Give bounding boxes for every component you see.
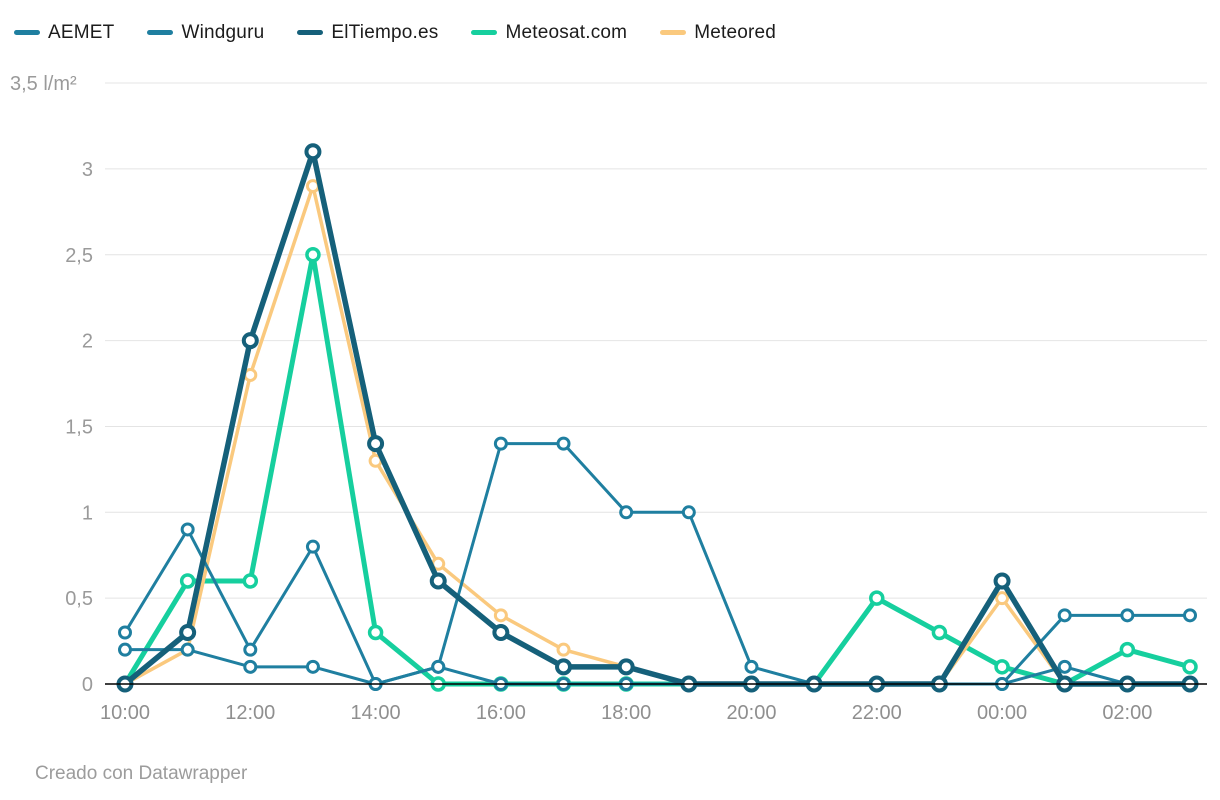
data-point-marker: [556, 436, 571, 451]
y-tick-label: 1: [82, 502, 93, 524]
data-point-marker: [492, 623, 510, 641]
legend-swatch-meteored: [660, 29, 687, 35]
data-point-marker: [1182, 659, 1198, 675]
x-tick-label: 18:00: [601, 702, 651, 724]
data-point-marker: [367, 624, 384, 641]
series-eltiempo-es: [116, 143, 1199, 693]
series-group: [116, 143, 1199, 693]
legend-item-aemet: AEMET: [14, 23, 114, 42]
data-point-marker: [619, 505, 634, 520]
data-point-marker: [1057, 659, 1072, 674]
legend-item-eltiempo: ElTiempo.es: [297, 23, 438, 42]
data-point-marker: [931, 624, 948, 641]
data-point-marker: [243, 642, 258, 657]
data-point-marker: [180, 522, 195, 537]
data-point-marker: [243, 659, 258, 674]
legend-label: ElTiempo.es: [331, 21, 439, 43]
data-point-marker: [429, 572, 447, 590]
legend-label: AEMET: [48, 21, 115, 43]
legend-swatch-eltiempo: [297, 29, 324, 35]
series-line: [122, 148, 1193, 687]
series-windguru: [118, 436, 1197, 691]
data-point-marker: [994, 659, 1010, 675]
y-tick-label: 0,5: [65, 588, 93, 610]
data-point-marker: [744, 659, 759, 674]
data-point-marker: [304, 143, 322, 161]
data-point-marker: [179, 573, 196, 589]
series-line: [123, 442, 1192, 686]
data-point-marker: [241, 332, 259, 350]
x-tick-label: 12:00: [225, 702, 275, 724]
data-point-marker: [995, 591, 1010, 606]
y-tick-label: 1,5: [65, 416, 93, 438]
data-point-marker: [869, 590, 885, 606]
legend-item-meteored: Meteored: [660, 23, 776, 42]
data-point-marker: [242, 573, 259, 589]
data-point-marker: [431, 659, 446, 674]
x-tick-label: 10:00: [100, 702, 150, 724]
series-line: [123, 184, 1192, 686]
legend: AEMET Windguru ElTiempo.es Meteosat.com Mete…: [14, 18, 776, 46]
legend-swatch-aemet: [14, 29, 40, 35]
series-meteosat-com: [117, 247, 1198, 692]
data-point-marker: [493, 608, 508, 623]
y-tick-label: 3: [82, 159, 93, 181]
data-point-marker: [305, 247, 321, 263]
x-tick-label: 22:00: [852, 702, 902, 724]
y-tick-label: 0: [82, 674, 93, 696]
datawrapper-credit: Creado con Datawrapper: [35, 763, 248, 784]
legend-label: Windguru: [181, 21, 265, 43]
data-point-marker: [118, 642, 132, 657]
data-point-marker: [993, 572, 1011, 590]
data-point-marker: [180, 642, 195, 657]
data-point-marker: [681, 505, 696, 520]
series-line: [122, 252, 1193, 687]
data-point-marker: [556, 642, 571, 657]
data-point-marker: [1119, 641, 1136, 658]
x-tick-label: 02:00: [1102, 702, 1152, 724]
data-point-marker: [118, 625, 132, 640]
y-tick-label: 2: [82, 331, 93, 353]
data-point-marker: [493, 436, 508, 451]
legend-item-meteosat: Meteosat.com: [471, 23, 627, 42]
data-point-marker: [1120, 608, 1135, 623]
legend-swatch-meteosat: [471, 29, 498, 35]
y-tick-label: 2,5: [65, 245, 93, 267]
legend-label: Meteored: [694, 21, 777, 43]
data-point-marker: [555, 658, 573, 676]
x-tick-label: 00:00: [977, 702, 1027, 724]
data-point-marker: [305, 659, 320, 674]
data-point-marker: [367, 435, 385, 453]
gridlines: [105, 82, 1207, 599]
x-axis-labels: 10:00 12:00 14:00 16:00 18:00 20:00 22:00 00:00…: [100, 702, 1152, 724]
data-point-marker: [305, 539, 320, 554]
x-tick-label: 20:00: [726, 702, 776, 724]
data-point-marker: [179, 623, 197, 641]
data-point-marker: [1182, 608, 1197, 623]
y-axis-labels: 0 0,5 1 1,5 2 2,5 3 3,5 l/m²: [10, 73, 93, 696]
legend-item-windguru: Windguru: [147, 23, 264, 42]
legend-label: Meteosat.com: [505, 21, 628, 43]
x-tick-label: 14:00: [351, 702, 401, 724]
data-point-marker: [1057, 608, 1072, 623]
y-axis-unit-label: 3,5 l/m²: [10, 73, 77, 95]
x-tick-label: 16:00: [476, 702, 526, 724]
data-point-marker: [617, 658, 635, 676]
legend-swatch-windguru: [147, 29, 174, 35]
